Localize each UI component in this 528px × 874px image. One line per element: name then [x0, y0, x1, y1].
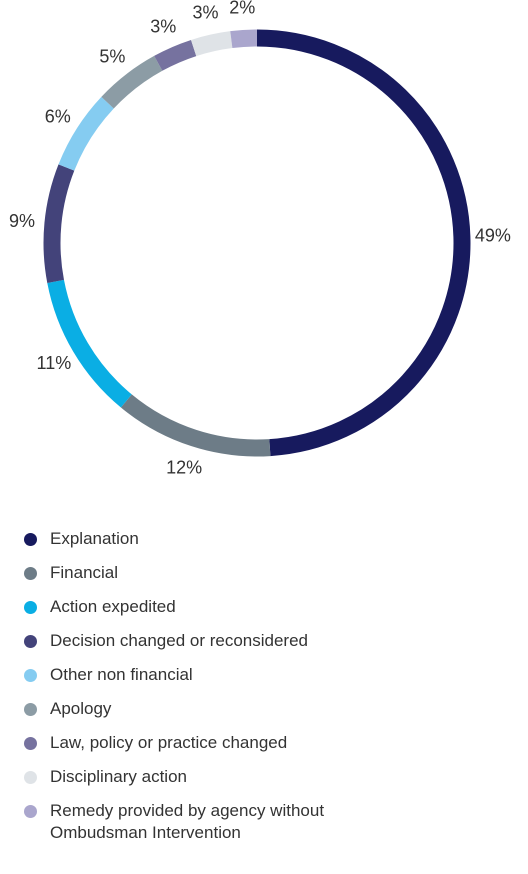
donut-slice-other-non-financial — [58, 96, 114, 171]
donut-slice-disciplinary-action — [191, 31, 233, 57]
legend-swatch-icon — [24, 771, 37, 784]
legend-label: Action expedited — [50, 597, 176, 616]
chart-legend: Explanation Financial Action expedited Deci… — [24, 528, 514, 856]
value-label-remedy-provided-by-agency-without-ombudsman-intervention: 2% — [229, 0, 255, 18]
legend-label: Law, policy or practice changed — [50, 733, 288, 752]
donut-slice-explanation — [256, 29, 471, 457]
value-label-law-policy-or-practice-changed: 3% — [150, 16, 176, 36]
legend-swatch-icon — [24, 601, 37, 614]
legend-label: Remedy provided by agency without Ombuds… — [50, 801, 325, 842]
legend-item-decision-changed-or-reconsidered: Decision changed or reconsidered — [24, 630, 514, 652]
legend-swatch-icon — [24, 805, 37, 818]
donut-chart: 49% 12% 11% 9% 6% 5% 3% 3% 2% — [9, 0, 511, 477]
donut-slice-remedy-provided-by-agency-without-ombudsman-intervention — [230, 29, 258, 49]
legend-label: Explanation — [50, 529, 139, 548]
legend-swatch-icon — [24, 703, 37, 716]
value-label-financial: 12% — [166, 457, 202, 477]
legend-swatch-icon — [24, 533, 37, 546]
legend-item-other-non-financial: Other non financial — [24, 664, 514, 686]
legend-swatch-icon — [24, 635, 37, 648]
legend-item-disciplinary-action: Disciplinary action — [24, 766, 514, 788]
value-label-explanation: 49% — [475, 226, 511, 246]
donut-slice-financial — [120, 394, 271, 457]
donut-slices — [43, 29, 471, 457]
legend-item-law-policy-or-practice-changed: Law, policy or practice changed — [24, 732, 514, 754]
donut-value-labels: 49% 12% 11% 9% 6% 5% 3% 3% 2% — [9, 0, 511, 477]
value-label-apology: 5% — [99, 47, 125, 67]
value-label-decision-changed-or-reconsidered: 9% — [9, 211, 35, 231]
legend-swatch-icon — [24, 737, 37, 750]
legend-label: Decision changed or reconsidered — [50, 631, 308, 650]
value-label-disciplinary-action: 3% — [192, 3, 218, 23]
legend-item-action-expedited: Action expedited — [24, 596, 514, 618]
legend-label: Disciplinary action — [50, 767, 187, 786]
legend-item-explanation: Explanation — [24, 528, 514, 550]
legend-item-remedy-provided-by-agency-without-ombudsman-intervention: Remedy provided by agency without Ombuds… — [24, 800, 514, 844]
legend-label: Financial — [50, 563, 119, 582]
legend-swatch-icon — [24, 567, 37, 580]
legend-label: Other non financial — [50, 665, 193, 684]
value-label-other-non-financial: 6% — [45, 107, 71, 127]
legend-item-financial: Financial — [24, 562, 514, 584]
legend-label: Apology — [50, 699, 112, 718]
legend-item-apology: Apology — [24, 698, 514, 720]
value-label-action-expedited: 11% — [37, 353, 72, 373]
donut-slice-law-policy-or-practice-changed — [154, 39, 197, 71]
donut-slice-apology — [101, 55, 163, 109]
donut-slice-decision-changed-or-reconsidered — [43, 164, 75, 284]
legend-swatch-icon — [24, 669, 37, 682]
donut-slice-action-expedited — [47, 279, 132, 408]
